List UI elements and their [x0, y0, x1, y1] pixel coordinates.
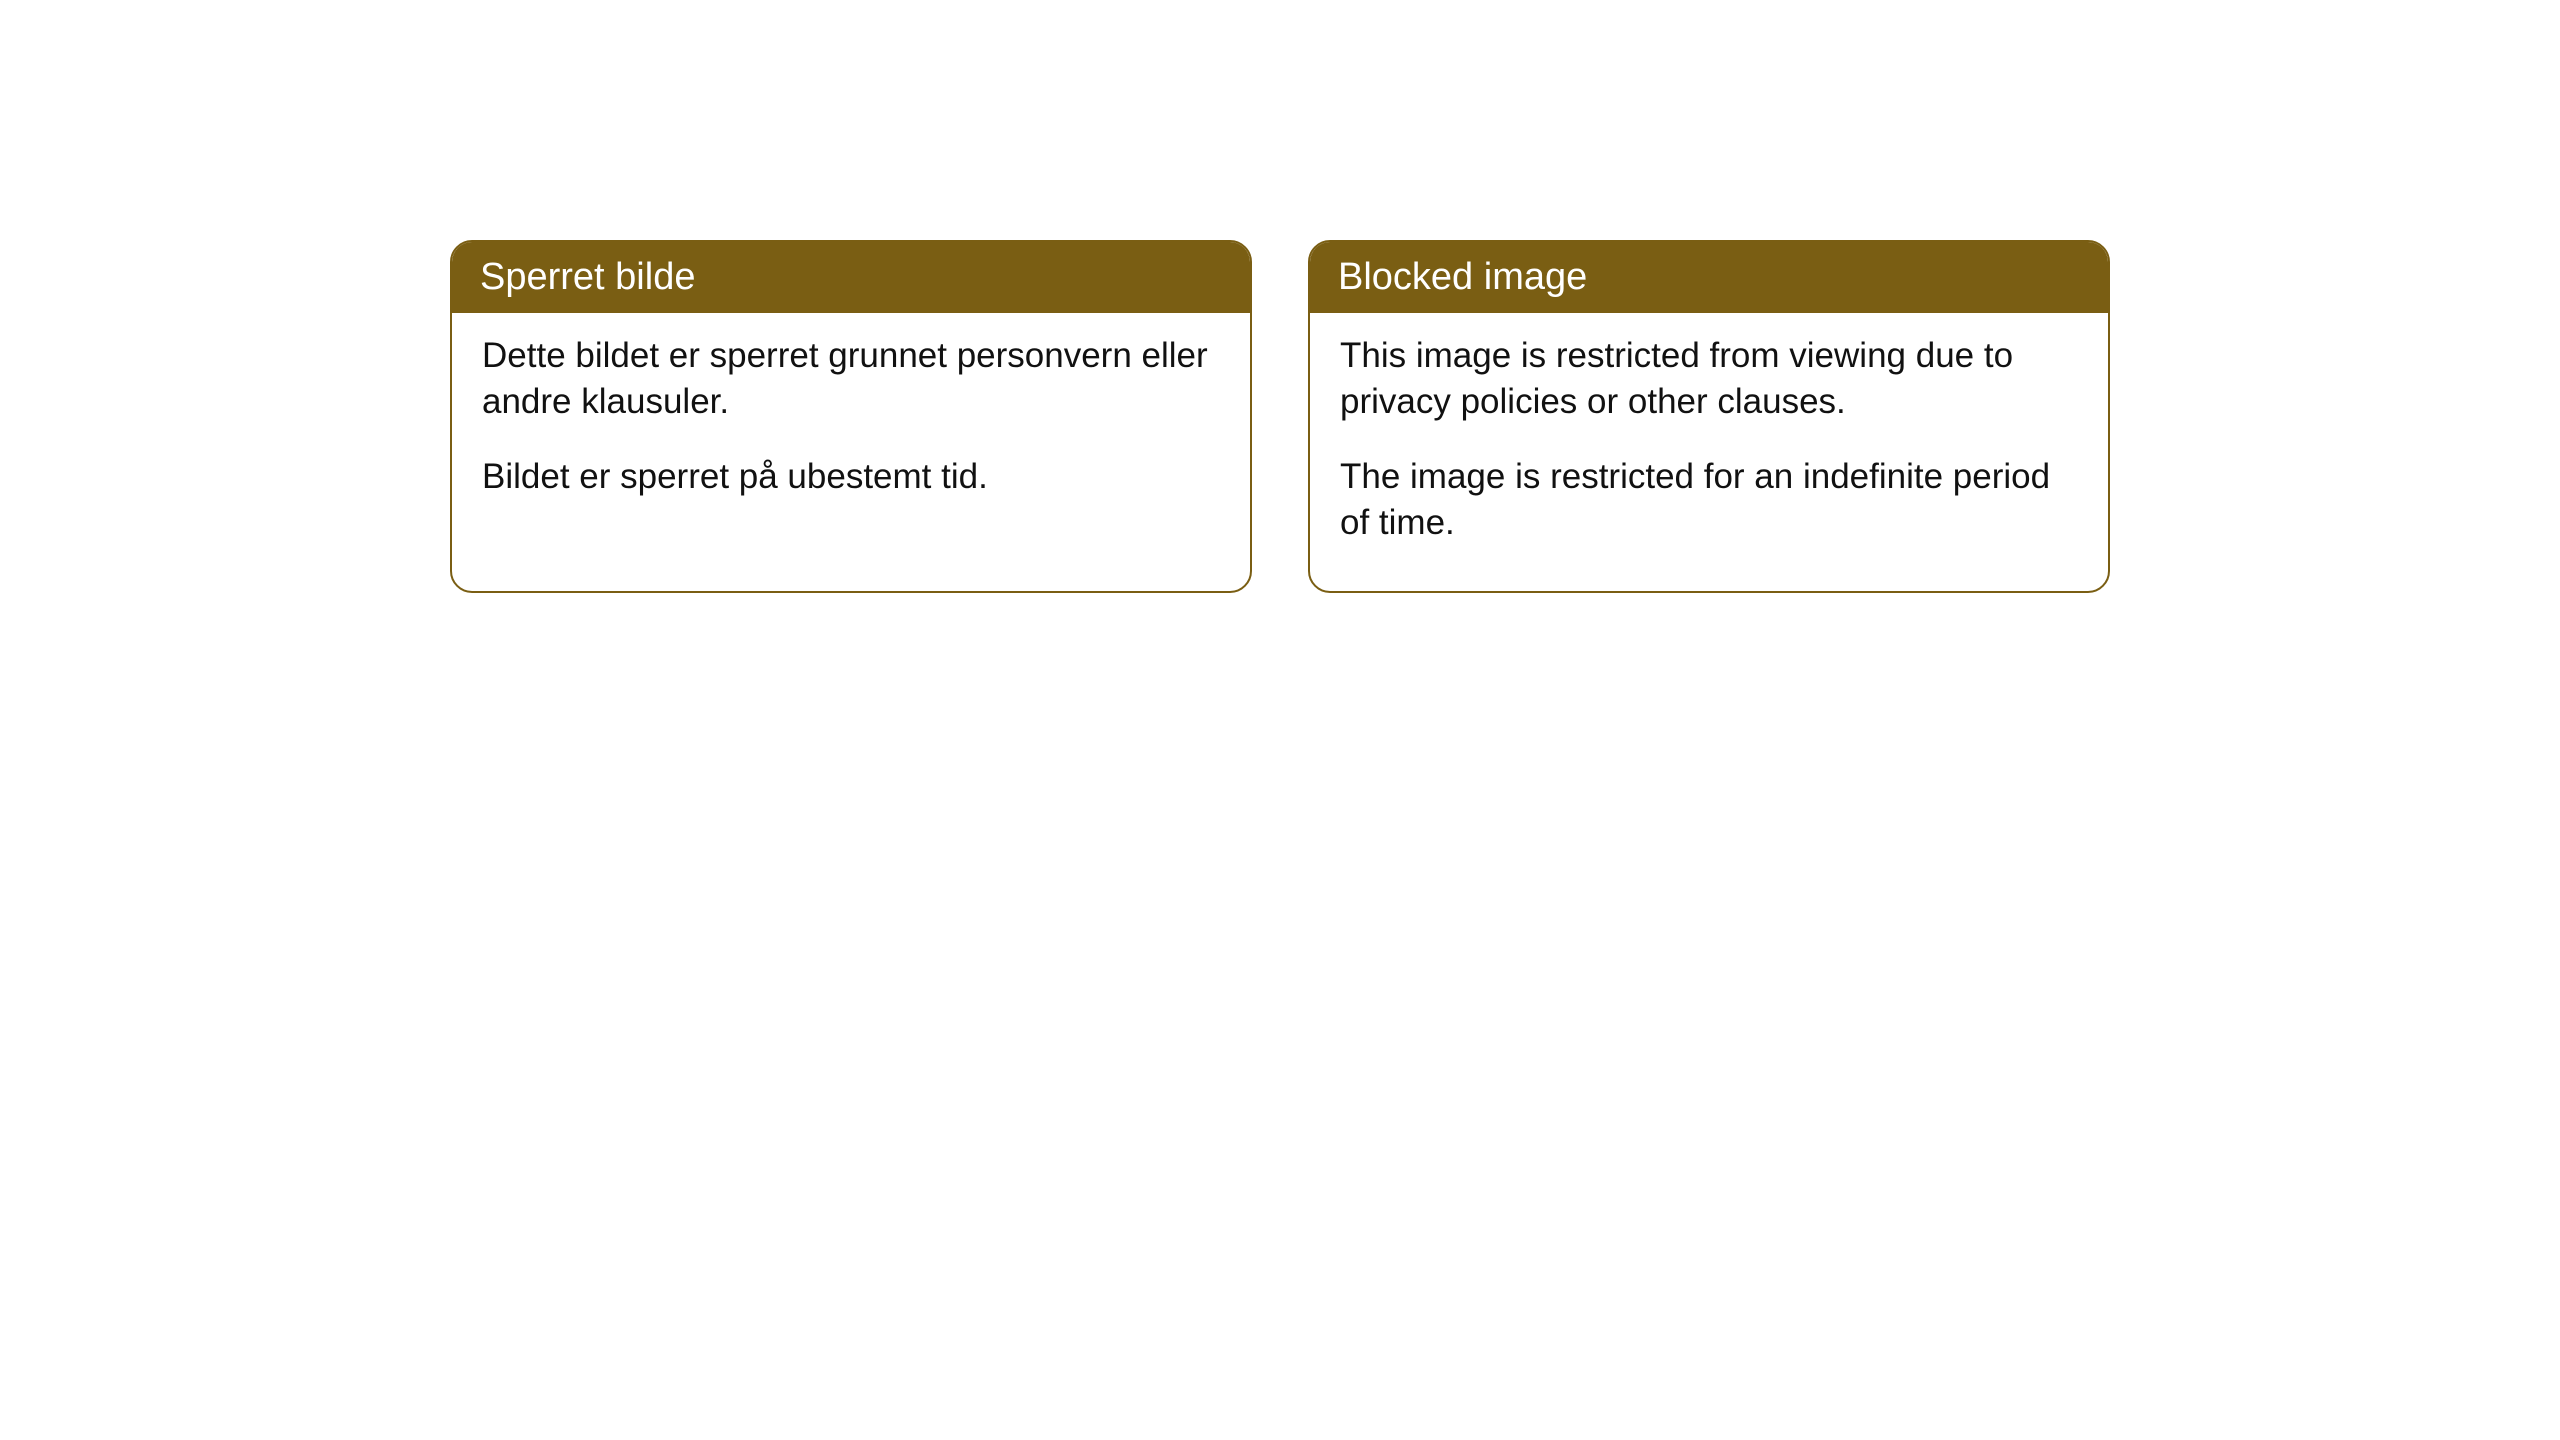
card-paragraph: Dette bildet er sperret grunnet personve…: [482, 333, 1220, 424]
card-title: Blocked image: [1338, 256, 1587, 298]
card-header: Sperret bilde: [452, 242, 1250, 313]
card-title: Sperret bilde: [480, 256, 695, 298]
card-body: Dette bildet er sperret grunnet personve…: [452, 313, 1250, 546]
card-paragraph: Bildet er sperret på ubestemt tid.: [482, 454, 1220, 500]
blocked-image-card-en: Blocked image This image is restricted f…: [1308, 240, 2110, 593]
card-header: Blocked image: [1310, 242, 2108, 313]
card-paragraph: The image is restricted for an indefinit…: [1340, 454, 2078, 545]
card-body: This image is restricted from viewing du…: [1310, 313, 2108, 591]
cards-container: Sperret bilde Dette bildet er sperret gr…: [450, 240, 2110, 593]
card-paragraph: This image is restricted from viewing du…: [1340, 333, 2078, 424]
blocked-image-card-no: Sperret bilde Dette bildet er sperret gr…: [450, 240, 1252, 593]
